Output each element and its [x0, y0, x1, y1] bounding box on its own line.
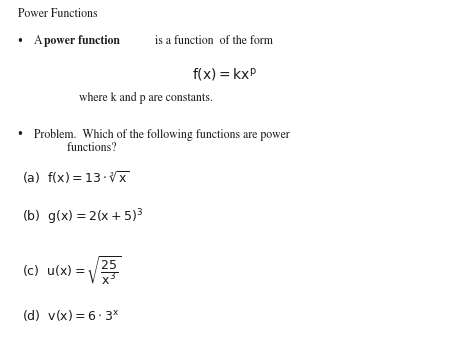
Text: (b)  $\mathrm{g(x)=2(x+5)^{3}}$: (b) $\mathrm{g(x)=2(x+5)^{3}}$: [22, 208, 144, 227]
Text: is a function  of the form: is a function of the form: [152, 35, 273, 47]
Text: $\mathrm{f(x)=kx^{p}}$: $\mathrm{f(x)=kx^{p}}$: [193, 66, 257, 83]
Text: Power Functions: Power Functions: [18, 8, 98, 20]
Text: •: •: [16, 128, 22, 141]
Text: •: •: [16, 35, 22, 48]
Text: power function: power function: [44, 35, 120, 48]
Text: where k and p are constants.: where k and p are constants.: [79, 91, 212, 103]
Text: (d)  $\mathrm{v(x)=6\cdot 3^{x}}$: (d) $\mathrm{v(x)=6\cdot 3^{x}}$: [22, 308, 120, 322]
Text: (c)  $\mathrm{u(x)=\sqrt{\dfrac{25}{x^{3}}}}$: (c) $\mathrm{u(x)=\sqrt{\dfrac{25}{x^{3}…: [22, 255, 122, 288]
Text: A: A: [34, 35, 45, 47]
Text: Problem.  Which of the following functions are power
           functions?: Problem. Which of the following function…: [34, 128, 289, 154]
Text: (a)  $\mathrm{f(x)=13\cdot\sqrt[3]{x}}$: (a) $\mathrm{f(x)=13\cdot\sqrt[3]{x}}$: [22, 169, 130, 186]
